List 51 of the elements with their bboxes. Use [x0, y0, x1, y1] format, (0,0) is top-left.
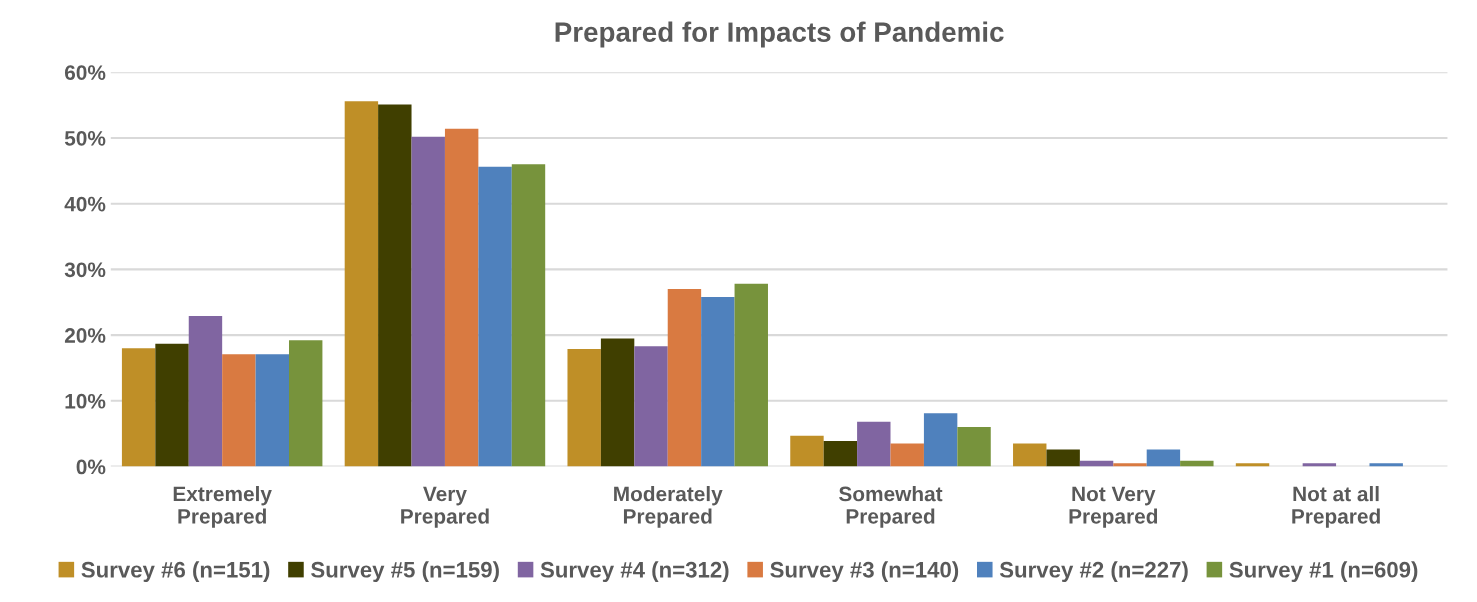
- bar: [890, 443, 924, 467]
- bar: [222, 354, 256, 467]
- bar: [255, 354, 289, 467]
- chart-title: Prepared for Impacts of Pandemic: [555, 21, 1004, 48]
- bar: [600, 338, 635, 467]
- bar: [344, 101, 379, 467]
- bar: [1146, 449, 1181, 467]
- bar: [567, 348, 601, 467]
- legend-label: Survey #4 (n=312): [540, 561, 729, 582]
- bar: [823, 440, 858, 467]
- bar: [289, 340, 323, 467]
- x-tick-label: Moderately Prepared: [614, 485, 723, 528]
- y-tick-label: 50%: [64, 130, 106, 146]
- legend-label: Survey #1 (n=609): [1229, 561, 1418, 582]
- bar: [511, 164, 546, 467]
- bar: [1302, 463, 1337, 467]
- bar: [478, 166, 512, 467]
- bar: [634, 346, 668, 467]
- bar: [1369, 463, 1403, 467]
- y-tick-label: 20%: [64, 328, 106, 343]
- x-tick-label: Not at all Prepared: [1292, 485, 1380, 528]
- y-tick-label: 0%: [76, 459, 106, 475]
- bar: [1113, 463, 1147, 467]
- legend-label: Survey #6 (n=151): [81, 561, 270, 582]
- bar: [923, 413, 958, 467]
- x-tick-label: Very Prepared: [401, 486, 489, 528]
- bar: [1013, 443, 1047, 467]
- legend-label: Survey #3 (n=140): [770, 561, 959, 582]
- bar: [1235, 463, 1270, 467]
- x-tick-label: Extremely Prepared: [173, 485, 272, 528]
- bar: [667, 289, 702, 467]
- bar: [188, 316, 223, 467]
- bar: [857, 421, 891, 467]
- bar: [121, 348, 156, 467]
- legend-label: Survey #2 (n=227): [999, 561, 1188, 582]
- bar: [411, 136, 445, 467]
- bar: [444, 128, 479, 467]
- bar: [155, 343, 189, 467]
- x-tick-label: Somewhat Prepared: [839, 485, 943, 528]
- bar: [1046, 449, 1080, 467]
- bar: [378, 104, 412, 467]
- y-tick-label: 10%: [65, 393, 106, 409]
- bar: [790, 435, 824, 467]
- y-tick-label: 30%: [64, 262, 106, 278]
- y-tick-label: 60%: [64, 65, 106, 80]
- bar: [734, 283, 768, 467]
- bar: [701, 297, 735, 467]
- legend-label: Survey #5 (n=159): [311, 561, 499, 582]
- bar: [957, 427, 991, 467]
- x-tick-label: Not Very Prepared: [1069, 486, 1158, 528]
- y-tick-label: 40%: [64, 196, 106, 212]
